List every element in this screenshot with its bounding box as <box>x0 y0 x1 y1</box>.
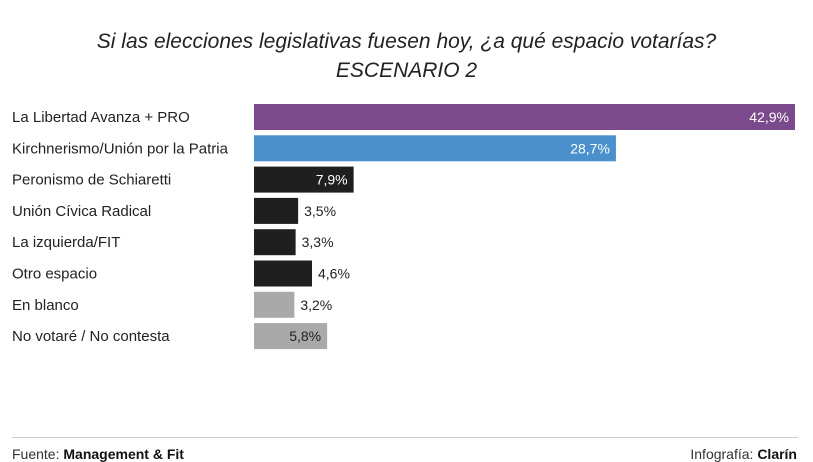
source-prefix: Fuente: <box>12 446 64 462</box>
value-label: 5,8% <box>289 328 321 344</box>
bar <box>254 135 616 162</box>
category-label: En blanco <box>12 297 79 314</box>
bar <box>254 229 296 256</box>
credit-name: Clarín <box>757 446 797 462</box>
value-label: 28,7% <box>570 140 610 156</box>
category-label: Peronismo de Schiaretti <box>12 172 171 189</box>
value-label: 42,9% <box>749 109 789 125</box>
category-label: Unión Cívica Radical <box>12 203 151 220</box>
category-label: No votaré / No contesta <box>12 328 170 345</box>
footer-divider <box>12 437 798 438</box>
bar <box>254 104 795 130</box>
category-label: Otro espacio <box>12 266 97 283</box>
category-label: La izquierda/FIT <box>12 234 120 251</box>
value-label: 7,9% <box>316 172 348 188</box>
bar <box>254 291 295 318</box>
value-label: 3,3% <box>302 234 334 250</box>
bar <box>254 323 328 350</box>
credit-prefix: Infografía: <box>690 446 758 462</box>
chart-title: Si las elecciones legislativas fuesen ho… <box>96 30 717 53</box>
bar <box>254 260 313 287</box>
infographic-credit: Infografía: Clarín <box>690 446 797 462</box>
category-label: Kirchnerismo/Unión por la Patria <box>12 140 229 157</box>
source-name: Management & Fit <box>63 446 184 462</box>
chart-subtitle: ESCENARIO 2 <box>335 59 478 82</box>
category-label: La Libertad Avanza + PRO <box>12 109 190 126</box>
value-label: 3,5% <box>304 203 336 219</box>
value-label: 3,2% <box>300 297 332 313</box>
bar <box>254 166 354 193</box>
value-label: 4,6% <box>318 266 350 282</box>
bar-chart: La Libertad Avanza + PRO 42,9% Kirchnerism… <box>12 104 795 350</box>
bar <box>254 197 299 224</box>
source-credit: Fuente: Management & Fit <box>12 446 184 462</box>
